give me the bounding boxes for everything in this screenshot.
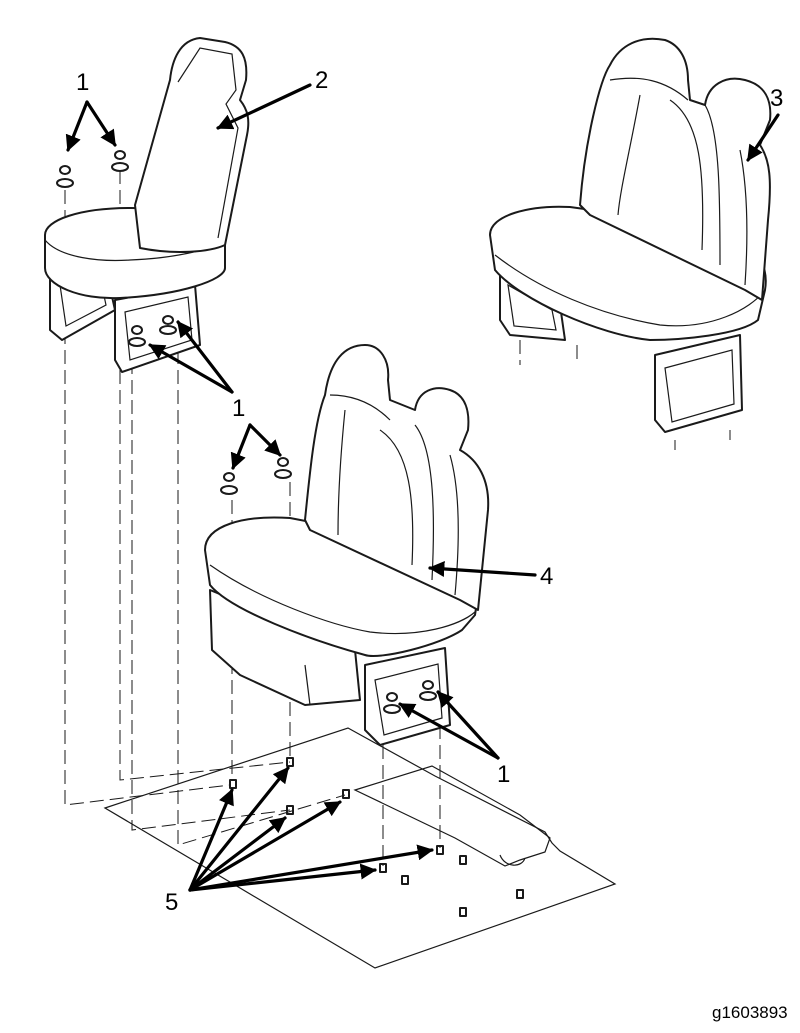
callout-1-bottom-right: 1 <box>497 761 510 788</box>
callout-4: 4 <box>540 563 553 590</box>
figure-id: g1603893 <box>712 1003 788 1022</box>
callout-2: 2 <box>315 67 328 94</box>
double-seat-front <box>204 344 490 746</box>
seat2-side-hardware <box>128 315 177 347</box>
callout-5: 5 <box>165 889 178 916</box>
floor-plate <box>103 727 617 969</box>
seat4-side-hardware <box>383 680 437 714</box>
callout-1-middle: 1 <box>232 395 245 422</box>
callout-3: 3 <box>770 85 783 112</box>
double-seat-rear <box>489 37 772 433</box>
floor-studs <box>229 757 524 917</box>
leader-arrows <box>65 83 780 892</box>
seat2-top-hardware <box>56 150 129 188</box>
seat4-top-hardware <box>220 457 292 495</box>
callout-1-top-left: 1 <box>76 69 89 96</box>
